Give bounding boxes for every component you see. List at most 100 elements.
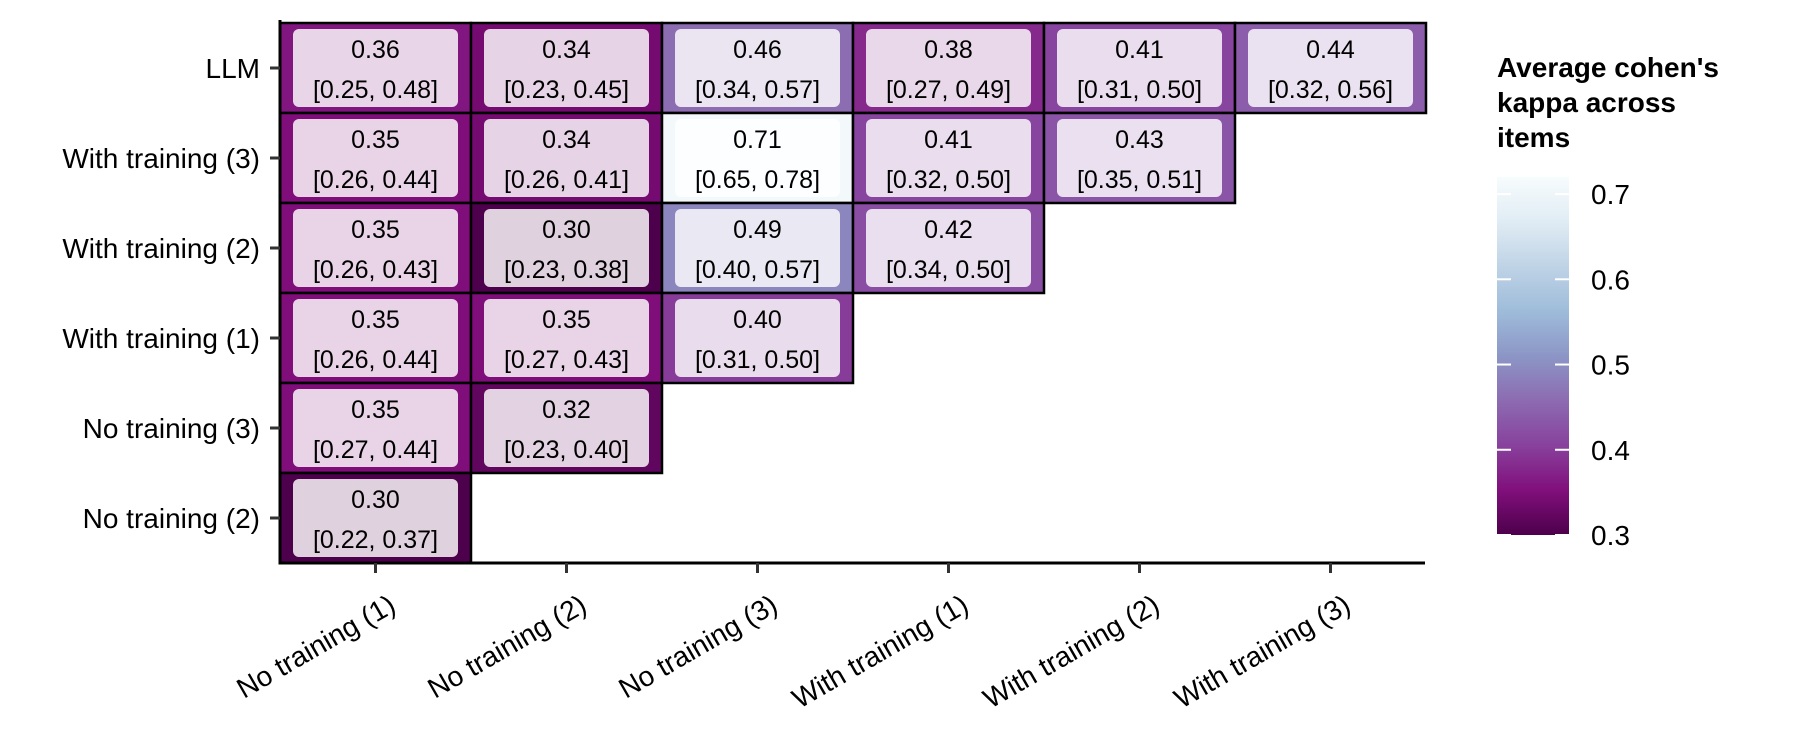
cell-label-box [484, 29, 649, 107]
y-tick-label: No training (3) [83, 413, 260, 444]
cell-ci-label: [0.35, 0.51] [1077, 166, 1202, 194]
cell-value-label: 0.35 [351, 126, 400, 154]
cell-label-box [675, 29, 840, 107]
heatmap-cell: 0.36 [0.25, 0.48] [278, 21, 473, 115]
legend-title-line: Average cohen's [1497, 52, 1719, 83]
cell-label-box [675, 299, 840, 377]
heatmap-cell: 0.71 [0.65, 0.78] [660, 111, 855, 205]
x-tick-label: No training (3) [613, 589, 782, 705]
legend-tick-label: 0.7 [1591, 179, 1630, 210]
heatmap-cell: 0.40 [0.31, 0.50] [660, 291, 855, 385]
x-tick-label: No training (1) [231, 589, 400, 705]
heatmap-cell: 0.44 [0.32, 0.56] [1233, 21, 1428, 115]
cell-label-box [484, 389, 649, 467]
cell-ci-label: [0.40, 0.57] [695, 256, 820, 284]
cell-label-box [866, 29, 1031, 107]
cell-ci-label: [0.31, 0.50] [695, 346, 820, 374]
cell-value-label: 0.40 [733, 306, 782, 334]
cell-label-box [1057, 119, 1222, 197]
cell-ci-label: [0.32, 0.56] [1268, 76, 1393, 104]
x-tick-label: No training (2) [422, 589, 591, 705]
cell-ci-label: [0.27, 0.49] [886, 76, 1011, 104]
cell-label-box [1248, 29, 1413, 107]
cell-value-label: 0.35 [542, 306, 591, 334]
cell-ci-label: [0.26, 0.41] [504, 166, 629, 194]
legend-title-line: items [1497, 122, 1570, 153]
cell-value-label: 0.41 [924, 126, 973, 154]
cell-value-label: 0.30 [351, 486, 400, 514]
heatmap-cells: 0.36 [0.25, 0.48] 0.34 [0.23, 0.45] 0.46 [0.3… [278, 21, 1428, 565]
cell-value-label: 0.32 [542, 396, 591, 424]
y-tick-label: With training (2) [62, 233, 260, 264]
heatmap-cell: 0.49 [0.40, 0.57] [660, 201, 855, 295]
x-tick-label: With training (2) [978, 589, 1165, 715]
cell-label-box [293, 29, 458, 107]
legend-tick-label: 0.3 [1591, 520, 1630, 551]
cell-label-box [484, 119, 649, 197]
cell-label-box [293, 479, 458, 557]
heatmap-cell: 0.35 [0.27, 0.44] [278, 381, 473, 475]
cell-ci-label: [0.27, 0.44] [313, 436, 438, 464]
cell-value-label: 0.43 [1115, 126, 1164, 154]
cell-value-label: 0.49 [733, 216, 782, 244]
cell-ci-label: [0.65, 0.78] [695, 166, 820, 194]
heatmap-cell: 0.46 [0.34, 0.57] [660, 21, 855, 115]
cell-value-label: 0.34 [542, 126, 591, 154]
cell-label-box [866, 119, 1031, 197]
cell-value-label: 0.30 [542, 216, 591, 244]
heatmap-cell: 0.34 [0.26, 0.41] [469, 111, 664, 205]
legend-title-line: kappa across [1497, 87, 1676, 118]
cell-ci-label: [0.26, 0.44] [313, 346, 438, 374]
cell-ci-label: [0.32, 0.50] [886, 166, 1011, 194]
y-tick-label: LLM [206, 53, 260, 84]
cell-label-box [1057, 29, 1222, 107]
cell-label-box [293, 209, 458, 287]
heatmap-cell: 0.41 [0.31, 0.50] [1042, 21, 1237, 115]
cell-value-label: 0.35 [351, 306, 400, 334]
cell-label-box [484, 209, 649, 287]
heatmap-cell: 0.38 [0.27, 0.49] [851, 21, 1046, 115]
legend-tick-label: 0.4 [1591, 435, 1630, 466]
heatmap-cell: 0.35 [0.26, 0.43] [278, 201, 473, 295]
heatmap-cell: 0.41 [0.32, 0.50] [851, 111, 1046, 205]
cell-ci-label: [0.34, 0.50] [886, 256, 1011, 284]
heatmap-cell: 0.35 [0.27, 0.43] [469, 291, 664, 385]
heatmap-cell: 0.42 [0.34, 0.50] [851, 201, 1046, 295]
y-tick-label: With training (3) [62, 143, 260, 174]
heatmap-cell: 0.30 [0.22, 0.37] [278, 471, 473, 565]
legend-tick-label: 0.5 [1591, 350, 1630, 381]
cell-ci-label: [0.26, 0.43] [313, 256, 438, 284]
heatmap-cell: 0.35 [0.26, 0.44] [278, 111, 473, 205]
y-tick-label: With training (1) [62, 323, 260, 354]
cell-value-label: 0.71 [733, 126, 782, 154]
legend-colorbar [1497, 177, 1569, 535]
cell-value-label: 0.35 [351, 396, 400, 424]
legend-tick-label: 0.6 [1591, 264, 1630, 295]
cell-ci-label: [0.26, 0.44] [313, 166, 438, 194]
cell-ci-label: [0.22, 0.37] [313, 526, 438, 554]
y-tick-label: No training (2) [83, 503, 260, 534]
cell-label-box [293, 389, 458, 467]
cell-value-label: 0.38 [924, 36, 973, 64]
cell-ci-label: [0.31, 0.50] [1077, 76, 1202, 104]
cell-ci-label: [0.27, 0.43] [504, 346, 629, 374]
heatmap-cell: 0.43 [0.35, 0.51] [1042, 111, 1237, 205]
cell-value-label: 0.41 [1115, 36, 1164, 64]
cell-label-box [293, 299, 458, 377]
cell-value-label: 0.36 [351, 36, 400, 64]
cell-value-label: 0.35 [351, 216, 400, 244]
cell-ci-label: [0.23, 0.40] [504, 436, 629, 464]
cell-value-label: 0.34 [542, 36, 591, 64]
cell-label-box [484, 299, 649, 377]
heatmap-cell: 0.34 [0.23, 0.45] [469, 21, 664, 115]
cell-value-label: 0.46 [733, 36, 782, 64]
heatmap-cell: 0.32 [0.23, 0.40] [469, 381, 664, 475]
x-tick-label: With training (3) [1169, 589, 1356, 715]
cell-value-label: 0.42 [924, 216, 973, 244]
cell-ci-label: [0.34, 0.57] [695, 76, 820, 104]
cell-ci-label: [0.23, 0.45] [504, 76, 629, 104]
cell-ci-label: [0.23, 0.38] [504, 256, 629, 284]
cell-label-box [293, 119, 458, 197]
heatmap-cell: 0.30 [0.23, 0.38] [469, 201, 664, 295]
